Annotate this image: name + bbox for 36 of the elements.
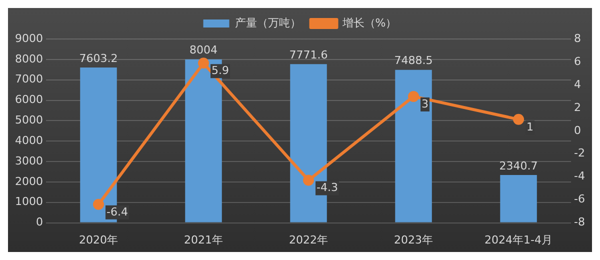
y-tick-label: 6000	[14, 93, 43, 106]
data-label: 2340.7	[499, 159, 538, 172]
data-label: 7488.5	[394, 54, 433, 68]
data-label: 5.9	[212, 64, 230, 77]
y-tick-label: 5000	[14, 114, 43, 127]
data-label: 3	[422, 97, 429, 110]
y2-tick-label: -2	[574, 146, 585, 160]
data-label: -4.3	[316, 181, 338, 194]
y-tick-label: 7000	[14, 72, 43, 86]
y2-tick-label: -6	[574, 192, 585, 206]
x-tick-label: 2023年	[394, 233, 434, 246]
data-label: 7771.6	[289, 48, 328, 62]
legend-label: 产量（万吨）	[234, 16, 301, 30]
data-label: 7603.2	[79, 52, 118, 65]
y2-tick-label: 2	[574, 100, 582, 114]
y-tick-label: 3000	[14, 154, 43, 168]
y2-tick-label: 6	[574, 54, 582, 68]
y-tick-label: 8000	[14, 52, 43, 66]
y-tick-label: 1000	[14, 195, 43, 208]
y-tick-label: 4000	[14, 134, 43, 147]
y-tick-label: 9000	[14, 32, 43, 45]
x-tick-label: 2022年	[289, 233, 328, 246]
y-tick-label: 0	[36, 216, 43, 229]
y2-tick-label: 0	[574, 124, 582, 137]
y2-tick-label: 8	[574, 32, 582, 45]
y2-tick-label: -8	[574, 216, 585, 229]
legend-label: 增长（%）	[341, 16, 397, 30]
x-tick-label: 2020年	[79, 233, 118, 246]
y2-tick-label: -4	[574, 170, 585, 183]
y2-tick-label: 4	[574, 78, 582, 91]
x-tick-label: 2024年1-4月	[484, 233, 553, 246]
y-tick-label: 2000	[14, 174, 43, 188]
data-label: 8004	[190, 44, 218, 57]
x-tick-label: 2021年	[184, 233, 224, 246]
data-label: -6.4	[106, 205, 128, 218]
data-label: 1	[526, 120, 534, 134]
